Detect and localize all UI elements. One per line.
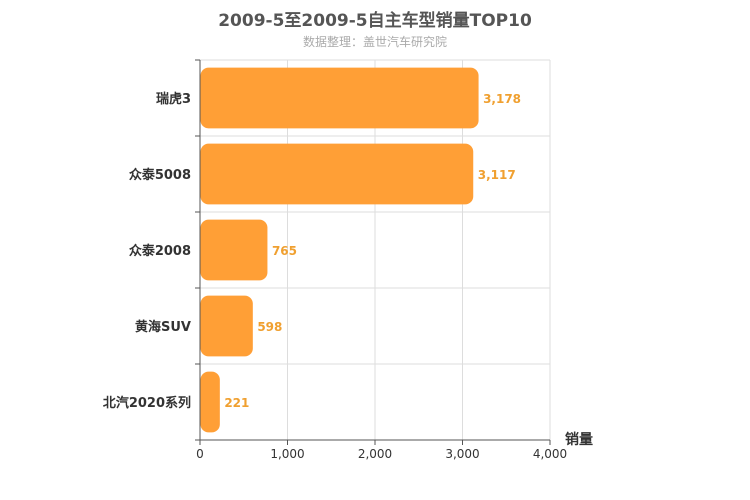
- value-label: 598: [257, 320, 282, 334]
- x-tick-label: 3,000: [445, 447, 479, 461]
- category-label: 黄海SUV: [135, 319, 191, 335]
- chart-subtitle: 数据整理：盖世汽车研究院: [302, 35, 447, 49]
- x-axis-label: 销量: [565, 431, 593, 448]
- bar: [200, 295, 253, 357]
- value-label: 765: [272, 244, 297, 258]
- category-label: 众泰2008: [129, 243, 191, 259]
- bar: [200, 219, 268, 281]
- x-tick-label: 1,000: [270, 447, 304, 461]
- category-label: 北汽2020系列: [103, 395, 191, 411]
- bar: [200, 143, 474, 205]
- bar: [200, 371, 220, 433]
- bar: [200, 67, 479, 129]
- category-label: 瑞虎3: [156, 91, 191, 107]
- x-tick-label: 4,000: [533, 447, 567, 461]
- chart-title: 2009-5至2009-5自主车型销量TOP10: [218, 11, 532, 31]
- value-label: 221: [224, 396, 249, 410]
- value-label: 3,117: [478, 168, 516, 182]
- value-label: 3,178: [483, 92, 521, 106]
- x-tick-label: 2,000: [358, 447, 392, 461]
- category-label: 众泰5008: [129, 167, 191, 183]
- x-tick-label: 0: [196, 447, 204, 461]
